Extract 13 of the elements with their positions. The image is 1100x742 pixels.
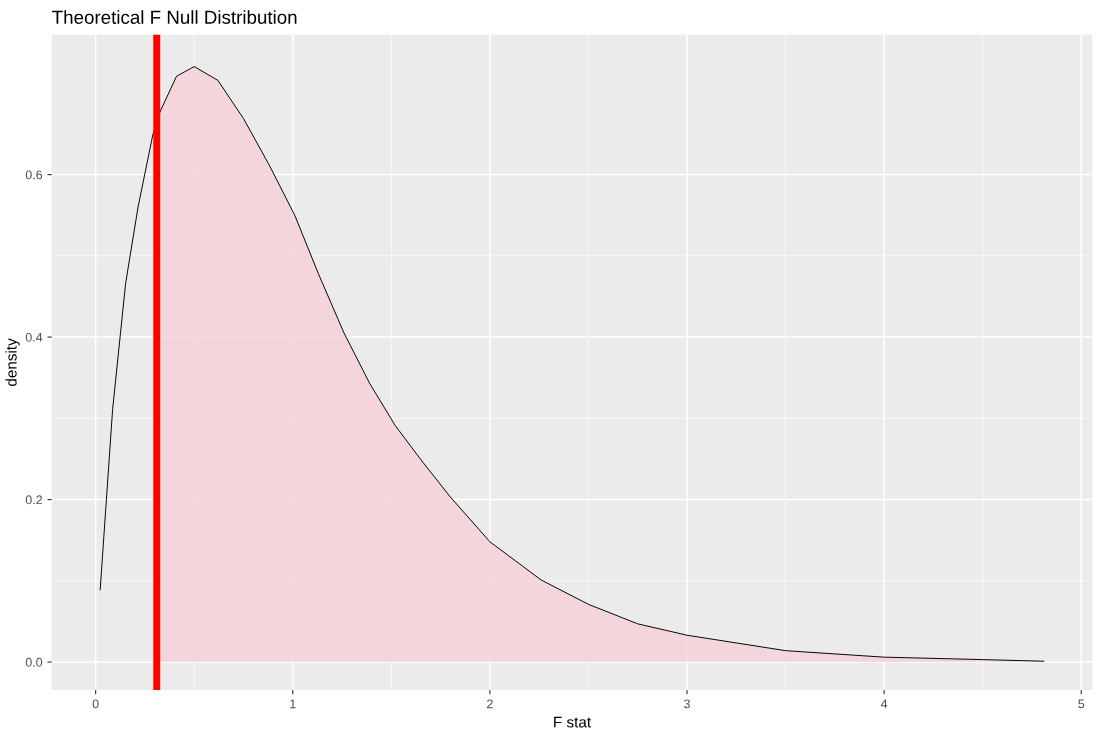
y-tick-label: 0.4: [25, 332, 43, 342]
y-axis-title: density: [5, 338, 20, 387]
x-tick-label: 0: [92, 699, 99, 709]
x-tick-label: 1: [290, 699, 296, 709]
y-tick-label: 0.0: [25, 657, 43, 667]
y-tick-label: 0.6: [25, 170, 43, 180]
x-tick-label: 2: [487, 699, 493, 709]
x-tick-label: 4: [880, 699, 888, 709]
x-tick-label: 3: [684, 699, 690, 709]
y-tick-label: 0.2: [25, 495, 43, 505]
chart-title: Theoretical F Null Distribution: [52, 10, 297, 24]
x-axis-title: F stat: [554, 716, 591, 728]
x-tick-label: 5: [1078, 699, 1085, 709]
